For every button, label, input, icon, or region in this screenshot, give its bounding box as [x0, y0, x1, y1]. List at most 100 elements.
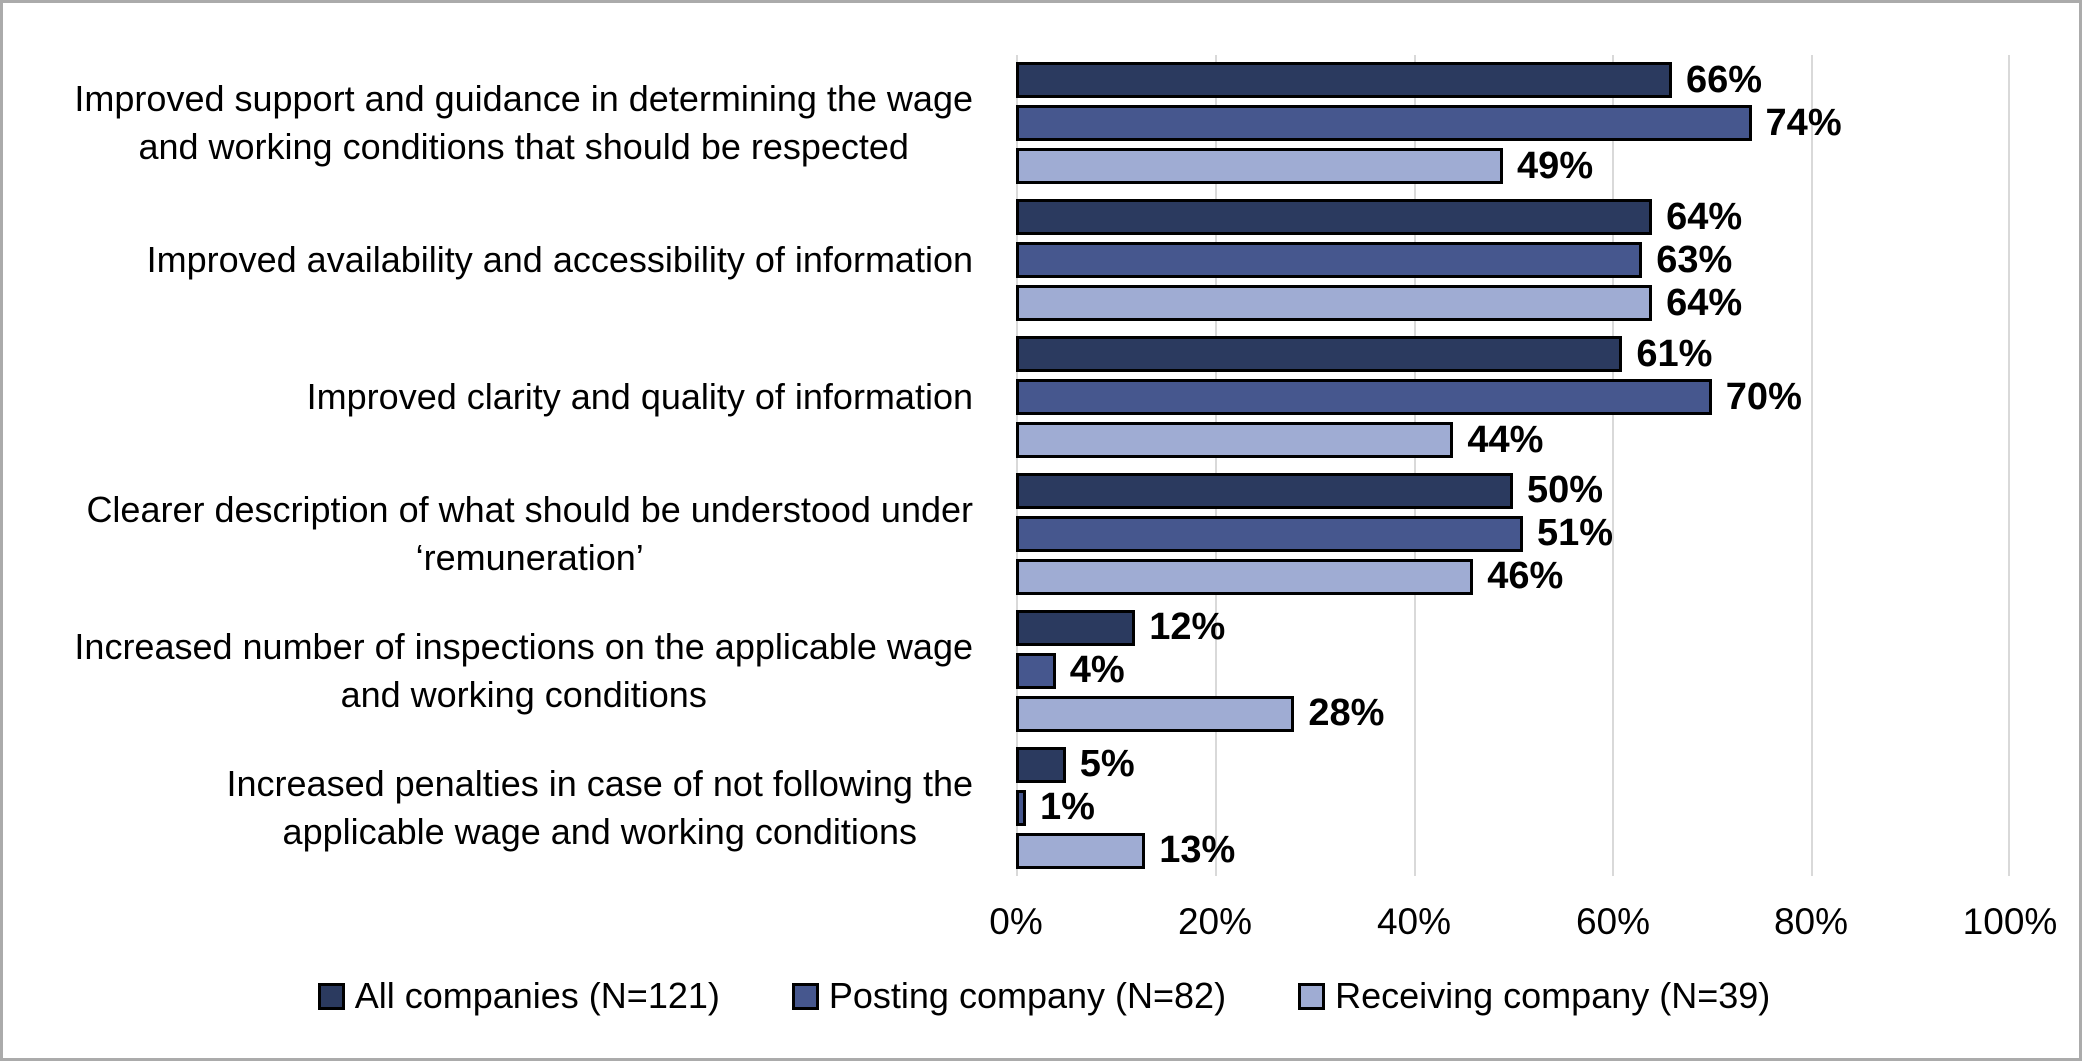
bar-value-label: 46% — [1487, 555, 1564, 598]
bar-posting-company — [1016, 789, 1026, 826]
x-axis-tick: 60% — [1575, 901, 1651, 942]
legend-label: All companies (N=121) — [354, 975, 720, 1016]
bar-all-companies — [1016, 472, 1513, 509]
category-label: Improved availability and accessibility … — [147, 236, 973, 284]
bar-group: 50% 51% 46% — [1016, 465, 2010, 602]
bar-group: 61% 70% 44% — [1016, 329, 2010, 466]
bar-group: 5% 1% 13% — [1016, 739, 2010, 876]
gridline-20 — [1214, 55, 1217, 876]
bar-row: 4% — [1016, 649, 2010, 691]
bar-row: 28% — [1016, 692, 2010, 734]
category-label-row: Improved clarity and quality of informat… — [21, 329, 983, 466]
bar-row: 50% — [1016, 469, 2010, 511]
bar-all-companies — [1016, 609, 1136, 646]
bar-receiving-company — [1016, 422, 1454, 459]
category-label-line: and working conditions that should be re… — [138, 126, 909, 168]
bar-posting-company — [1016, 105, 1752, 142]
legend-swatch-all-companies — [317, 982, 345, 1010]
bar-row: 13% — [1016, 829, 2010, 871]
bar-all-companies — [1016, 336, 1623, 373]
bar-row: 66% — [1016, 59, 2010, 101]
category-label: Increased number of inspections on the a… — [74, 623, 973, 719]
category-label-row: Improved support and guidance in determi… — [21, 55, 983, 192]
bar-group: 66% 74% 49% — [1016, 55, 2010, 192]
legend-swatch-receiving-company — [1298, 982, 1326, 1010]
bar-receiving-company — [1016, 695, 1295, 732]
bar-row: 63% — [1016, 239, 2010, 281]
category-label-line: Improved support and guidance in determi… — [74, 78, 973, 120]
bar-value-label: 5% — [1079, 743, 1135, 786]
bar-receiving-company — [1016, 558, 1474, 595]
bar-value-label: 12% — [1149, 606, 1226, 649]
bar-row: 51% — [1016, 512, 2010, 554]
category-label-row: Increased penalties in case of not follo… — [21, 739, 983, 876]
bar-value-label: 64% — [1666, 195, 1743, 238]
bar-receiving-company — [1016, 832, 1146, 869]
legend-swatch-posting-company — [791, 982, 819, 1010]
bar-receiving-company — [1016, 285, 1653, 322]
bar-row: 70% — [1016, 376, 2010, 418]
category-label-line: applicable wage and working conditions — [282, 810, 917, 852]
legend-item-receiving-company: Receiving company (N=39) — [1298, 975, 1770, 1017]
gridline-0 — [1016, 55, 1018, 876]
bar-group: 64% 63% 64% — [1016, 192, 2010, 329]
category-label-line: Improved clarity and quality of informat… — [306, 376, 973, 418]
bar-row: 12% — [1016, 606, 2010, 648]
bar-value-label: 4% — [1069, 649, 1125, 692]
bar-all-companies — [1016, 199, 1653, 236]
category-label-line: Improved availability and accessibility … — [146, 239, 973, 281]
bar-value-label: 51% — [1536, 512, 1613, 555]
bar-row: 1% — [1016, 786, 2010, 828]
bar-posting-company — [1016, 515, 1523, 552]
bar-value-label: 1% — [1039, 786, 1095, 829]
bar-value-label: 50% — [1527, 469, 1604, 512]
bar-value-label: 64% — [1666, 281, 1743, 324]
bar-value-label: 63% — [1656, 238, 1733, 281]
bar-row: 49% — [1016, 145, 2010, 187]
bar-group: 12% 4% 28% — [1016, 602, 2010, 739]
category-label-row: Improved availability and accessibility … — [21, 192, 983, 329]
x-axis-tick: 100% — [1962, 901, 2058, 942]
legend-label: Receiving company (N=39) — [1335, 975, 1771, 1016]
bar-row: 64% — [1016, 196, 2010, 238]
category-labels: Improved support and guidance in determi… — [21, 55, 983, 876]
category-label: Clearer description of what should be un… — [86, 486, 973, 582]
legend: All companies (N=121) Posting company (N… — [3, 975, 2082, 1017]
legend-label: Posting company (N=82) — [828, 975, 1227, 1016]
bar-value-label: 61% — [1636, 332, 1713, 375]
category-label-line: ‘remuneration’ — [415, 536, 644, 578]
bar-posting-company — [1016, 652, 1056, 689]
category-label-row: Increased number of inspections on the a… — [21, 602, 983, 739]
category-label-line: Increased penalties in case of not follo… — [226, 762, 973, 804]
x-axis-tick: 0% — [989, 901, 1043, 942]
gridline-40 — [1413, 55, 1416, 876]
bar-row: 5% — [1016, 743, 2010, 785]
category-label: Improved support and guidance in determi… — [74, 75, 973, 171]
bar-all-companies — [1016, 62, 1673, 99]
gridline-80 — [1811, 55, 1814, 876]
x-axis-tick: 80% — [1773, 901, 1849, 942]
bar-value-label: 44% — [1467, 418, 1544, 461]
category-label-row: Clearer description of what should be un… — [21, 465, 983, 602]
bar-row: 74% — [1016, 102, 2010, 144]
bar-value-label: 66% — [1686, 58, 1763, 101]
category-label-line: Clearer description of what should be un… — [86, 488, 973, 530]
bar-posting-company — [1016, 242, 1643, 279]
category-label: Increased penalties in case of not follo… — [227, 760, 973, 856]
bar-value-label: 49% — [1517, 144, 1594, 187]
x-axis-tick: 40% — [1376, 901, 1452, 942]
bar-row: 61% — [1016, 333, 2010, 375]
bar-all-companies — [1016, 746, 1066, 783]
bar-value-label: 70% — [1725, 375, 1802, 418]
legend-item-all-companies: All companies (N=121) — [317, 975, 720, 1017]
category-label: Improved clarity and quality of informat… — [307, 373, 973, 421]
bar-value-label: 28% — [1308, 692, 1385, 735]
x-axis-tick: 20% — [1177, 901, 1253, 942]
legend-item-posting-company: Posting company (N=82) — [791, 975, 1227, 1017]
x-axis: 0% 20% 40% 60% 80% 100% — [3, 901, 2082, 951]
bar-row: 44% — [1016, 419, 2010, 461]
bar-posting-company — [1016, 379, 1712, 416]
bar-receiving-company — [1016, 148, 1504, 185]
category-label-line: Increased number of inspections on the a… — [74, 625, 973, 667]
